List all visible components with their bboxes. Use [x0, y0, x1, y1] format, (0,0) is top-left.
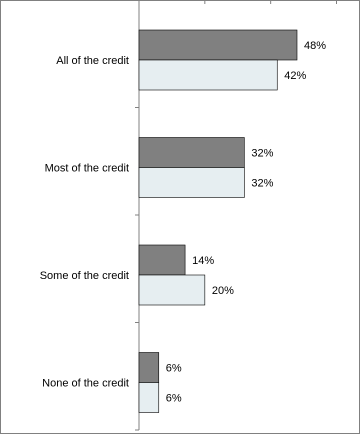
- data-label: 32%: [251, 148, 273, 160]
- bar: [138, 382, 160, 413]
- bar: [138, 29, 298, 61]
- data-label: 6%: [166, 393, 182, 405]
- data-label: 6%: [166, 363, 182, 375]
- category-label: All of the credit: [56, 55, 129, 67]
- data-label: 14%: [192, 255, 214, 267]
- data-label: 42%: [284, 70, 306, 82]
- data-label: 20%: [212, 285, 234, 297]
- chart-labels: All of the credit 48% 42% Most of the credi…: [40, 40, 327, 405]
- category-label: None of the credit: [42, 378, 129, 390]
- chart-bars: [138, 29, 298, 413]
- category-label: Some of the credit: [40, 270, 129, 282]
- bar: [138, 244, 186, 276]
- bar: [138, 137, 245, 168]
- data-label: 48%: [304, 40, 326, 52]
- bar: [138, 167, 245, 198]
- data-label: 32%: [251, 178, 273, 190]
- category-label: Most of the credit: [45, 163, 129, 175]
- bar: [138, 59, 278, 91]
- bar: [138, 352, 160, 383]
- bar: [138, 274, 206, 306]
